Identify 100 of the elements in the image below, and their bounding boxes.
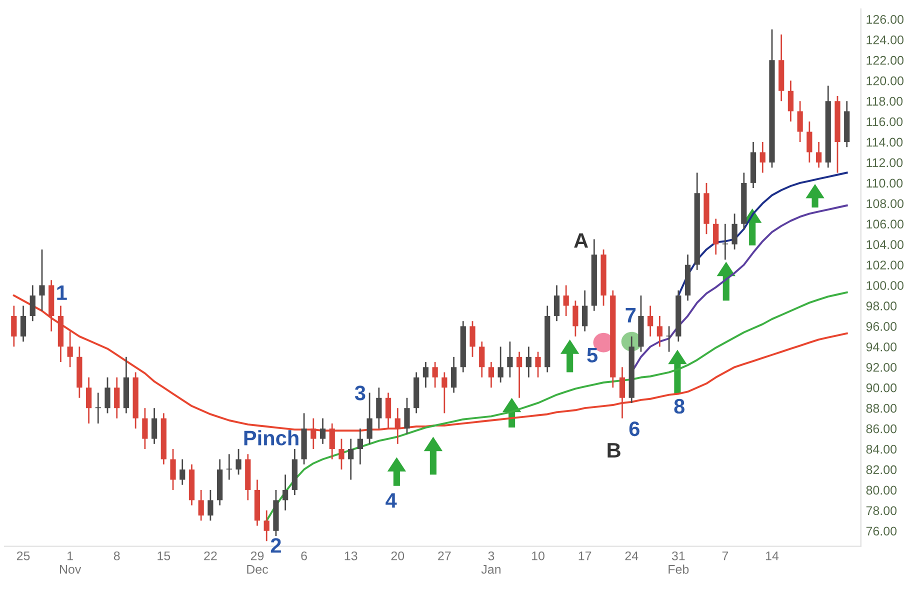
annotation: 7 bbox=[626, 308, 636, 322]
candlestick bbox=[470, 320, 476, 358]
y-tick-label: 124.00 bbox=[866, 35, 904, 44]
annotation: 3 bbox=[354, 386, 366, 400]
candlestick bbox=[104, 376, 110, 414]
candlestick bbox=[788, 80, 794, 122]
candlestick bbox=[236, 448, 242, 476]
candlestick bbox=[806, 120, 812, 164]
y-tick-label: 98.00 bbox=[866, 302, 897, 310]
annotation: 6 bbox=[629, 421, 640, 436]
y-tick-label: 120.00 bbox=[866, 76, 904, 86]
candlestick bbox=[713, 218, 719, 256]
candlestick bbox=[208, 489, 214, 522]
annotation: 2 bbox=[270, 538, 281, 553]
candlestick bbox=[357, 428, 363, 466]
y-tick-label: 88.00 bbox=[866, 404, 897, 413]
y-tick-label: 94.00 bbox=[866, 342, 897, 352]
candlestick bbox=[198, 489, 204, 522]
candlestick bbox=[338, 438, 344, 470]
annotation: 4 bbox=[386, 493, 397, 508]
x-tick-label: 13 bbox=[344, 551, 358, 560]
candlestick bbox=[329, 422, 335, 460]
candlestick bbox=[498, 346, 504, 384]
candlestick bbox=[310, 418, 316, 450]
y-tick-label: 122.00 bbox=[866, 56, 904, 65]
y-tick-label: 116.00 bbox=[866, 117, 903, 126]
annotation: B bbox=[608, 443, 620, 458]
x-tick-label: 17 bbox=[578, 552, 592, 560]
x-tick-label: 20 bbox=[391, 551, 404, 560]
candlestick bbox=[563, 284, 569, 317]
y-tick-label: 78.00 bbox=[866, 506, 897, 516]
candlestick bbox=[366, 392, 372, 445]
candlestick bbox=[432, 361, 438, 388]
x-tick-label: 31 Feb bbox=[668, 551, 689, 574]
y-tick-label: 126.00 bbox=[866, 14, 904, 24]
y-tick-label: 108.00 bbox=[866, 199, 904, 208]
y-tick-label: 80.00 bbox=[866, 486, 897, 495]
y-tick-label: 112.00 bbox=[866, 158, 903, 168]
candlestick bbox=[385, 392, 392, 430]
y-tick-label: 86.00 bbox=[866, 424, 897, 434]
candlestick bbox=[760, 141, 766, 174]
y-tick-label: 118.00 bbox=[866, 96, 903, 106]
y-tick-label: 92.00 bbox=[866, 362, 897, 372]
line-series bbox=[677, 172, 848, 296]
candlestick bbox=[535, 351, 541, 378]
y-tick-label: 90.00 bbox=[866, 383, 897, 392]
candlestick bbox=[320, 418, 326, 445]
annotation: 1 bbox=[57, 286, 67, 300]
candlestick bbox=[554, 284, 560, 322]
candlestick bbox=[86, 376, 92, 424]
candlestick bbox=[226, 453, 232, 480]
y-tick-label: 96.00 bbox=[866, 322, 897, 331]
y-tick-label: 76.00 bbox=[866, 526, 897, 536]
candlestick bbox=[170, 448, 176, 491]
candlestick bbox=[264, 510, 270, 542]
candlestick bbox=[39, 248, 45, 312]
x-tick-label: 7 bbox=[722, 552, 728, 560]
candlestick bbox=[488, 361, 494, 388]
y-tick-label: 110.00 bbox=[866, 178, 903, 188]
x-tick-label: 6 bbox=[301, 551, 307, 560]
candlestick bbox=[666, 326, 672, 352]
candlestick bbox=[732, 212, 738, 250]
candlestick bbox=[30, 284, 36, 322]
candlestick bbox=[348, 438, 354, 480]
candlestick bbox=[816, 141, 822, 168]
candlestick bbox=[67, 330, 73, 368]
candlestick bbox=[142, 407, 148, 450]
x-tick-label: 3 Jan bbox=[481, 551, 500, 574]
candlestick bbox=[282, 474, 288, 512]
y-tick-label: 106.00 bbox=[866, 220, 904, 229]
x-tick-label: 15 bbox=[158, 552, 170, 560]
candlestick bbox=[797, 100, 803, 143]
candlestick bbox=[404, 397, 410, 434]
x-tick-label: 8 bbox=[114, 551, 120, 560]
annotation: 8 bbox=[674, 398, 684, 414]
candlestick bbox=[151, 407, 158, 445]
candlestick bbox=[572, 300, 578, 338]
candlestick bbox=[114, 376, 120, 420]
y-tick-label: 82.00 bbox=[866, 465, 897, 474]
y-tick-label: 84.00 bbox=[866, 444, 897, 454]
candlestick bbox=[582, 290, 588, 332]
x-tick-label: 24 bbox=[625, 551, 638, 560]
x-tick-label: 14 bbox=[766, 552, 779, 560]
candlestick bbox=[648, 305, 654, 338]
candlestick bbox=[394, 407, 400, 445]
candlestick bbox=[619, 366, 626, 420]
candlestick bbox=[376, 386, 382, 430]
annotation: 5 bbox=[587, 348, 598, 363]
candlestick bbox=[516, 351, 522, 399]
candlestick bbox=[442, 372, 448, 414]
y-tick-label: 114.00 bbox=[866, 138, 903, 147]
candlestick bbox=[11, 305, 17, 348]
x-tick-label: 29 Dec bbox=[247, 551, 268, 574]
candlestick bbox=[422, 361, 429, 388]
x-tick-label: 10 bbox=[532, 551, 544, 560]
annotation: A bbox=[574, 233, 588, 248]
x-tick-label: 25 bbox=[16, 551, 30, 560]
x-tick-label: 1 Nov bbox=[60, 552, 82, 574]
candlestick bbox=[526, 346, 532, 378]
candlestick bbox=[722, 223, 728, 260]
